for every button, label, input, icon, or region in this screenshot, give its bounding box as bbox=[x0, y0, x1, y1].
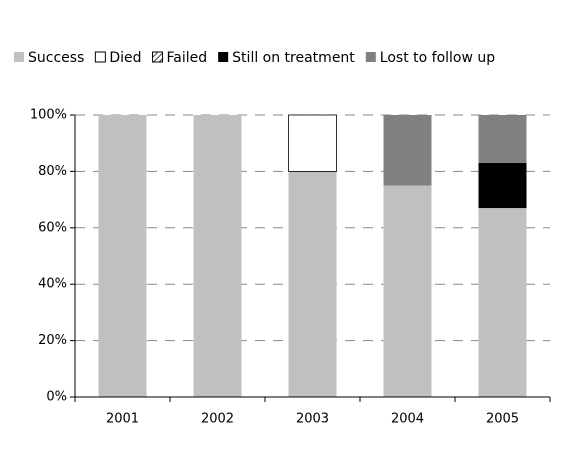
bar-segment bbox=[383, 185, 432, 397]
bar-segment bbox=[383, 115, 432, 186]
bar-segment bbox=[478, 208, 527, 397]
y-tick-label: 0% bbox=[46, 390, 67, 405]
legend-swatch bbox=[365, 52, 376, 62]
legend-label: Still on treatment bbox=[232, 50, 355, 66]
legend-label: Died bbox=[109, 50, 141, 66]
legend-swatch bbox=[14, 52, 24, 62]
y-tick-label: 80% bbox=[38, 164, 67, 179]
legend-swatch bbox=[94, 51, 106, 63]
legend-swatch bbox=[218, 52, 229, 62]
legend-label: Lost to follow up bbox=[380, 50, 495, 66]
bar-segment bbox=[478, 162, 527, 209]
y-tick-label: 60% bbox=[38, 220, 67, 235]
legend-label: Success bbox=[28, 50, 84, 66]
legend-label: Failed bbox=[167, 50, 208, 66]
bar-segment bbox=[98, 115, 147, 397]
bar-segment bbox=[288, 114, 337, 172]
x-tick-label: 2005 bbox=[486, 412, 519, 427]
bar-segment bbox=[288, 171, 337, 397]
y-tick-label: 100% bbox=[30, 108, 67, 123]
y-tick-label: 20% bbox=[38, 333, 67, 348]
bar-segment bbox=[478, 115, 527, 163]
x-tick-label: 2002 bbox=[201, 412, 234, 427]
x-tick-label: 2003 bbox=[296, 412, 329, 427]
bar-segment bbox=[193, 115, 242, 397]
legend-swatch bbox=[152, 51, 164, 63]
x-tick-label: 2001 bbox=[106, 412, 139, 427]
x-tick-label: 2004 bbox=[391, 412, 424, 427]
y-tick-label: 40% bbox=[38, 277, 67, 292]
